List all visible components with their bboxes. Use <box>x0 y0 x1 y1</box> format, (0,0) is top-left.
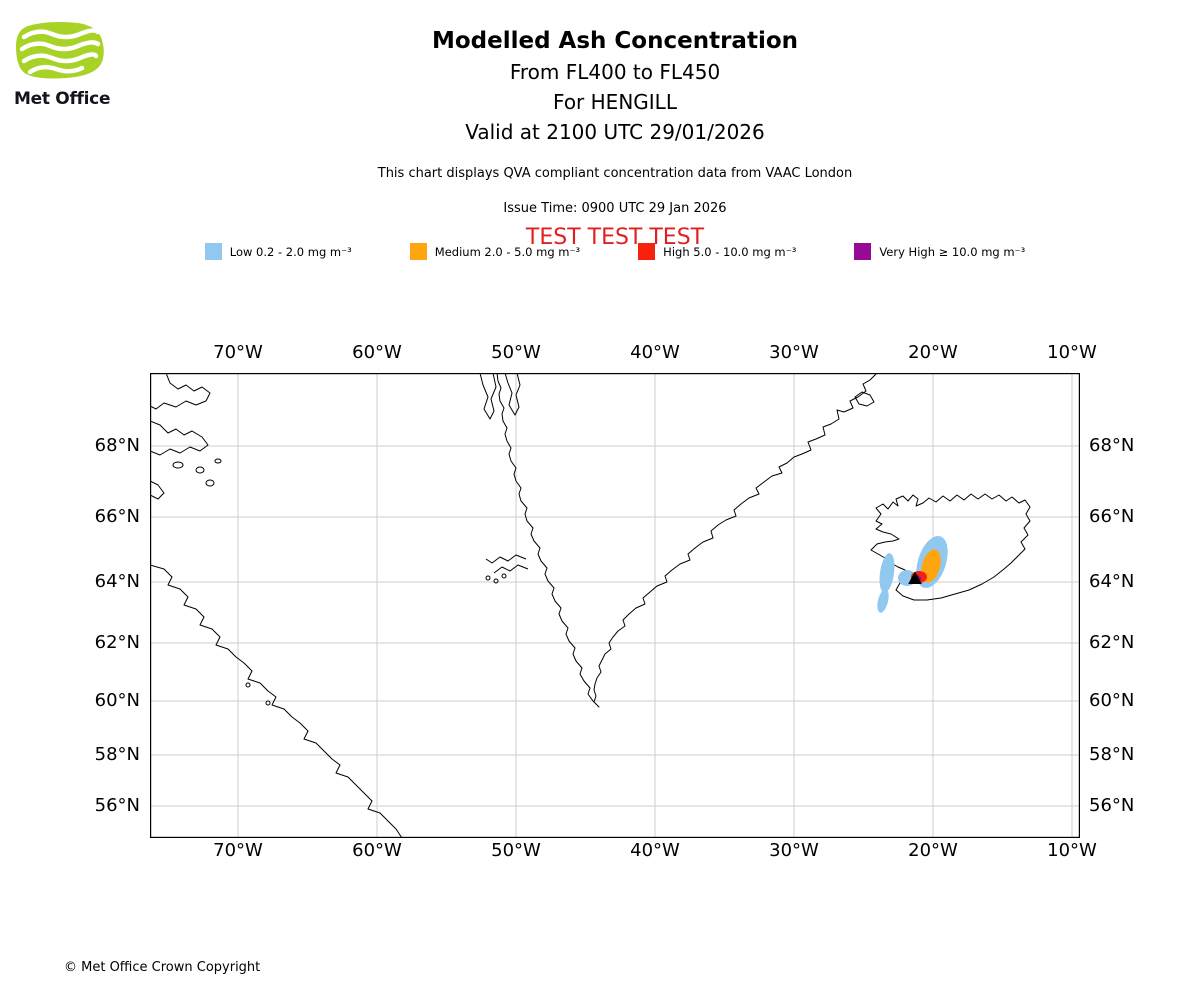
lon-tick-top-0: 70°W <box>213 342 263 363</box>
lat-tick-left-5: 58°N <box>94 744 140 765</box>
island-east-greenland <box>854 391 875 407</box>
ash-low-streak-1 <box>879 553 895 593</box>
coastline-baffin-2 <box>150 420 209 456</box>
lat-tick-left-1: 66°N <box>94 506 140 527</box>
island-resolution <box>205 479 215 487</box>
met-office-logo-mark <box>16 22 104 79</box>
legend-label-very-high: Very High ≥ 10.0 mg m⁻³ <box>879 244 1026 259</box>
lat-tick-right-5: 58°N <box>1089 744 1135 765</box>
flight-level-range: From FL400 to FL450 <box>509 60 721 84</box>
coastline-baffin-3 <box>150 480 165 500</box>
coastline-baffin-1 <box>150 373 211 410</box>
map-canvas <box>150 373 1080 838</box>
lat-tick-right-0: 68°N <box>1089 435 1135 456</box>
lon-tick-bottom-5: 20°W <box>908 840 958 861</box>
legend-item-very-high: Very High ≥ 10.0 mg m⁻³ <box>854 243 1025 260</box>
volcano-marker-icon <box>908 571 922 584</box>
legend-label-medium: Medium 2.0 - 5.0 mg m⁻³ <box>434 244 581 259</box>
legend-swatch-high <box>638 243 656 260</box>
lat-tick-left-4: 60°N <box>94 690 140 711</box>
lon-tick-top-1: 60°W <box>352 342 402 363</box>
test-banner: TEST TEST TEST <box>525 225 705 250</box>
lon-tick-top-5: 20°W <box>908 342 958 363</box>
legend-item-high: High 5.0 - 10.0 mg m⁻³ <box>638 243 796 260</box>
met-office-logo-text: Met Office <box>14 89 111 109</box>
lat-tick-left-0: 68°N <box>94 435 140 456</box>
lat-tick-left-2: 64°N <box>94 571 140 592</box>
island-nuuk-1 <box>485 575 491 581</box>
map-gridlines <box>150 373 1080 838</box>
island-labrador-1 <box>265 700 271 706</box>
lon-tick-bottom-2: 50°W <box>491 840 541 861</box>
coastline-greenland-fjord-1 <box>479 373 497 420</box>
island-baffin-2 <box>195 466 205 474</box>
lon-tick-bottom-6: 10°W <box>1047 840 1097 861</box>
coastline-iceland <box>870 493 1031 601</box>
lat-tick-right-2: 64°N <box>1089 571 1135 592</box>
chart-title: Modelled Ash Concentration <box>431 28 799 54</box>
chart-header: Modelled Ash Concentration From FL400 to… <box>30 28 1200 250</box>
coastline-labrador <box>150 564 403 838</box>
copyright-notice: © Met Office Crown Copyright <box>64 960 261 975</box>
ash-low-streak-2 <box>877 589 889 613</box>
lat-tick-left-3: 62°N <box>94 632 140 653</box>
island-nuuk-2 <box>493 578 499 584</box>
lat-tick-right-6: 56°N <box>1089 795 1135 816</box>
island-baffin-1 <box>172 461 184 469</box>
valid-time: Valid at 2100 UTC 29/01/2026 <box>465 120 765 144</box>
met-office-logo: Met Office <box>14 20 134 109</box>
coastlines <box>150 373 1031 838</box>
coastline-nuuk-skerries-1 <box>485 554 527 564</box>
legend: Low 0.2 - 2.0 mg m⁻³ Medium 2.0 - 5.0 mg… <box>30 243 1200 260</box>
volcano-name: For HENGILL <box>553 90 677 114</box>
coastline-greenland <box>496 373 878 708</box>
lon-tick-top-6: 10°W <box>1047 342 1097 363</box>
lat-tick-right-4: 60°N <box>1089 690 1135 711</box>
lon-tick-top-2: 50°W <box>491 342 541 363</box>
legend-swatch-medium <box>409 243 427 260</box>
lat-tick-left-6: 56°N <box>94 795 140 816</box>
lon-tick-bottom-0: 70°W <box>213 840 263 861</box>
lon-tick-bottom-3: 40°W <box>630 840 680 861</box>
island-baffin-3 <box>214 458 222 464</box>
lon-tick-top-4: 30°W <box>769 342 819 363</box>
island-labrador-2 <box>245 682 251 688</box>
map-frame <box>150 373 1080 838</box>
lon-tick-top-3: 40°W <box>630 342 680 363</box>
legend-item-low: Low 0.2 - 2.0 mg m⁻³ <box>204 243 352 260</box>
lat-tick-right-3: 62°N <box>1089 632 1135 653</box>
legend-swatch-low <box>204 243 222 260</box>
legend-swatch-very-high <box>854 243 872 260</box>
legend-label-low: Low 0.2 - 2.0 mg m⁻³ <box>229 244 352 259</box>
lon-tick-bottom-1: 60°W <box>352 840 402 861</box>
legend-item-medium: Medium 2.0 - 5.0 mg m⁻³ <box>409 243 581 260</box>
issue-time: Issue Time: 0900 UTC 29 Jan 2026 <box>503 201 727 216</box>
legend-label-high: High 5.0 - 10.0 mg m⁻³ <box>663 244 797 259</box>
logo-waves <box>19 28 101 75</box>
qva-description: This chart displays QVA compliant concen… <box>377 166 853 181</box>
island-nuuk-3 <box>501 573 507 579</box>
coastline-nuuk-skerries-2 <box>493 564 529 574</box>
lat-tick-right-1: 66°N <box>1089 506 1135 527</box>
lon-tick-bottom-4: 30°W <box>769 840 819 861</box>
coastline-greenland-fjord-2 <box>504 373 521 416</box>
